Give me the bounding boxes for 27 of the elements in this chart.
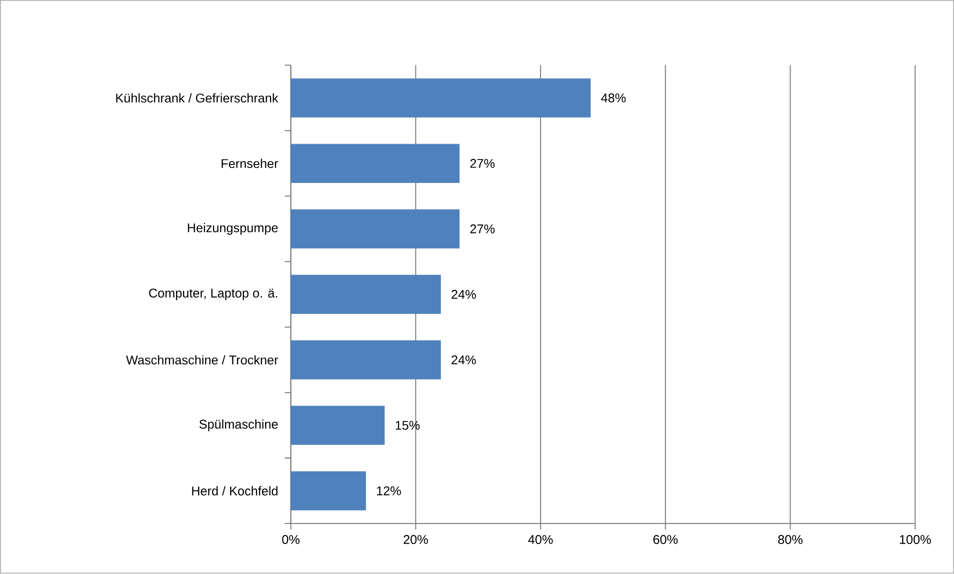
data-label: 48% (601, 94, 626, 103)
y-tick-label: Herd / Kochfeld (192, 486, 278, 496)
bar (290, 78, 591, 118)
bar (290, 340, 441, 380)
y-tick-label: Spülmaschine (199, 420, 278, 432)
x-tick-label: 60% (653, 535, 678, 544)
y-tick-label: Fernseher (222, 158, 278, 168)
bar (290, 472, 366, 511)
bar (290, 210, 460, 249)
x-tick-label: 80% (778, 535, 802, 544)
bar (290, 406, 385, 446)
x-tick-label: 0% (282, 535, 300, 544)
data-label: 24% (452, 356, 476, 365)
x-tick-label: 100% (900, 535, 931, 544)
bar (290, 144, 460, 184)
bar (290, 275, 441, 314)
data-label: 27% (470, 224, 495, 234)
data-label: 27% (470, 159, 495, 168)
y-tick-label: Computer, Laptop o. ä. (149, 288, 278, 300)
y-tick-label: Kühlschrank / Gefrierschrank (116, 93, 278, 103)
data-label: 12% (377, 486, 401, 496)
x-tick-label: 20% (404, 535, 428, 544)
y-tick-label: Waschmaschine / Trockner (126, 355, 278, 365)
data-label: 15% (396, 421, 420, 430)
x-tick-label: 40% (528, 535, 553, 544)
y-tick-label: Heizungspumpe (188, 223, 278, 236)
data-label: 24% (452, 290, 476, 300)
